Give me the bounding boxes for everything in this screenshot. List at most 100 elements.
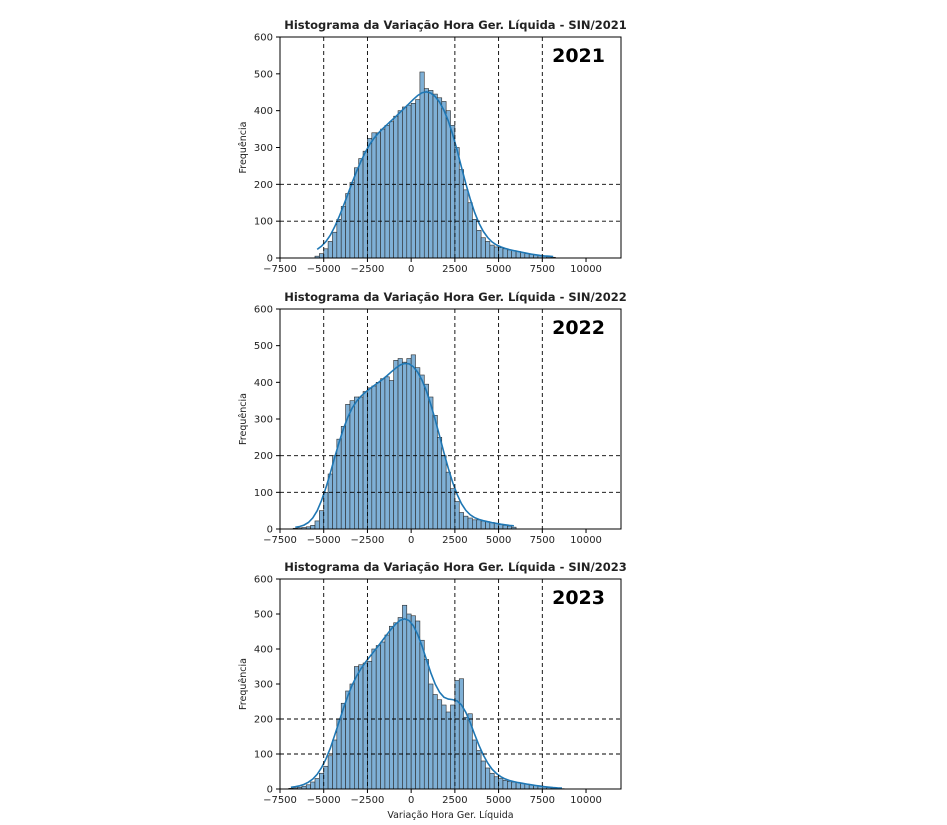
histogram-bar — [507, 249, 513, 259]
histogram-bar — [349, 400, 355, 530]
histogram-bar — [314, 778, 320, 790]
histogram-bar — [415, 99, 421, 259]
histogram-bar — [437, 437, 443, 530]
histogram-bar — [450, 488, 456, 530]
x-tick-label: −5000 — [307, 264, 341, 275]
y-tick-label: 200 — [254, 180, 273, 191]
histogram-bar — [393, 622, 399, 790]
histogram-bar — [502, 779, 508, 790]
histogram-bar — [498, 247, 504, 259]
histogram-bar — [502, 248, 508, 259]
histogram-bar — [397, 358, 403, 530]
x-tick-label: 10000 — [570, 535, 602, 546]
histogram-bar — [454, 680, 460, 790]
histogram-bar — [458, 169, 464, 259]
y-tick-label: 100 — [254, 750, 273, 761]
histogram-bar — [463, 189, 469, 259]
histogram-bar — [419, 374, 425, 530]
histogram-bar — [437, 97, 443, 259]
histogram-bar — [323, 492, 329, 530]
chart-title: Histograma da Variação Hora Ger. Líquida… — [284, 18, 627, 32]
histogram-bar — [388, 121, 394, 259]
kde-curve — [290, 618, 563, 789]
histogram-bar — [354, 396, 359, 530]
histogram-bar — [371, 132, 377, 259]
histogram-bar — [358, 158, 364, 259]
histogram-bar — [463, 515, 469, 530]
histogram-bar — [367, 387, 373, 530]
histogram-bar — [423, 88, 429, 259]
histogram-bar — [480, 520, 486, 530]
histogram-bar — [406, 104, 412, 259]
histogram-bar — [428, 683, 434, 790]
histogram-bar — [362, 391, 368, 530]
histogram-bar — [441, 704, 447, 790]
histogram-bar — [388, 625, 394, 790]
x-tick-label: 5000 — [486, 535, 511, 546]
histogram-bar — [489, 244, 495, 259]
histogram-bar — [498, 524, 504, 530]
histogram-bar — [476, 750, 482, 790]
histogram-bar — [402, 106, 408, 259]
histogram-bar — [305, 784, 311, 790]
histogram-bar — [432, 415, 438, 530]
histogram-bar — [310, 525, 316, 530]
histogram-bar — [458, 512, 464, 530]
histogram-bar — [415, 367, 421, 530]
chart-title: Histograma da Variação Hora Ger. Líquida… — [284, 290, 627, 304]
x-tick-label: −5000 — [307, 535, 341, 546]
histogram-bar — [454, 501, 460, 530]
chart-panel-3: −7500 −5000 −2500 0 2500 5000 7500 10000 0 100 200… — [238, 560, 627, 821]
histogram-bar — [415, 620, 421, 790]
x-tick-label: −2500 — [351, 535, 385, 546]
histogram-bar — [502, 525, 508, 530]
histogram-bar — [467, 202, 473, 259]
histogram-bar — [428, 396, 434, 530]
histogram-bar — [467, 517, 473, 530]
histogram-bar — [319, 253, 325, 259]
y-tick-label: 0 — [267, 525, 273, 536]
y-tick-label: 500 — [254, 341, 273, 352]
histogram-bar — [476, 519, 482, 530]
histogram-bar — [480, 760, 486, 790]
histogram-bar — [371, 385, 377, 530]
histogram-bar — [406, 358, 412, 530]
histogram-bar — [327, 755, 333, 790]
y-tick-label: 100 — [254, 488, 273, 499]
histogram-bar — [419, 71, 425, 259]
kde-curve — [295, 362, 514, 529]
histogram-bar — [332, 739, 338, 790]
x-tick-label: 0 — [408, 264, 414, 275]
histogram-bar — [362, 662, 368, 790]
histogram-bar — [397, 617, 403, 790]
histogram-bar — [410, 354, 416, 530]
histogram-bar — [358, 664, 364, 790]
y-axis-label: Frequência — [238, 658, 249, 710]
x-tick-label: 5000 — [486, 795, 511, 806]
histogram-bar — [340, 206, 346, 259]
x-tick-label: −2500 — [351, 795, 385, 806]
histogram-bar — [336, 219, 342, 259]
y-tick-label: 200 — [254, 715, 273, 726]
histogram-bar — [354, 167, 359, 259]
y-tick-label: 400 — [254, 378, 273, 389]
x-tick-label: 7500 — [530, 795, 555, 806]
histogram-bar — [472, 219, 478, 259]
y-tick-label: 500 — [254, 610, 273, 621]
histogram-bar — [485, 241, 491, 259]
histogram-bar — [493, 246, 499, 259]
histogram-bar — [441, 101, 447, 259]
histogram-bar — [454, 147, 460, 259]
histogram-bar — [319, 772, 325, 790]
histogram-bar — [406, 613, 412, 790]
histogram-bar — [340, 702, 346, 790]
x-tick-label: 2500 — [442, 264, 467, 275]
y-tick-label: 400 — [254, 106, 273, 117]
year-annotation: 2022 — [552, 317, 605, 339]
histogram-bar — [463, 716, 469, 790]
x-tick-label: 7500 — [530, 264, 555, 275]
histogram-bar — [336, 438, 342, 530]
histogram-bar — [323, 248, 329, 259]
histogram-bar — [423, 659, 429, 790]
histogram-bar — [445, 471, 451, 530]
